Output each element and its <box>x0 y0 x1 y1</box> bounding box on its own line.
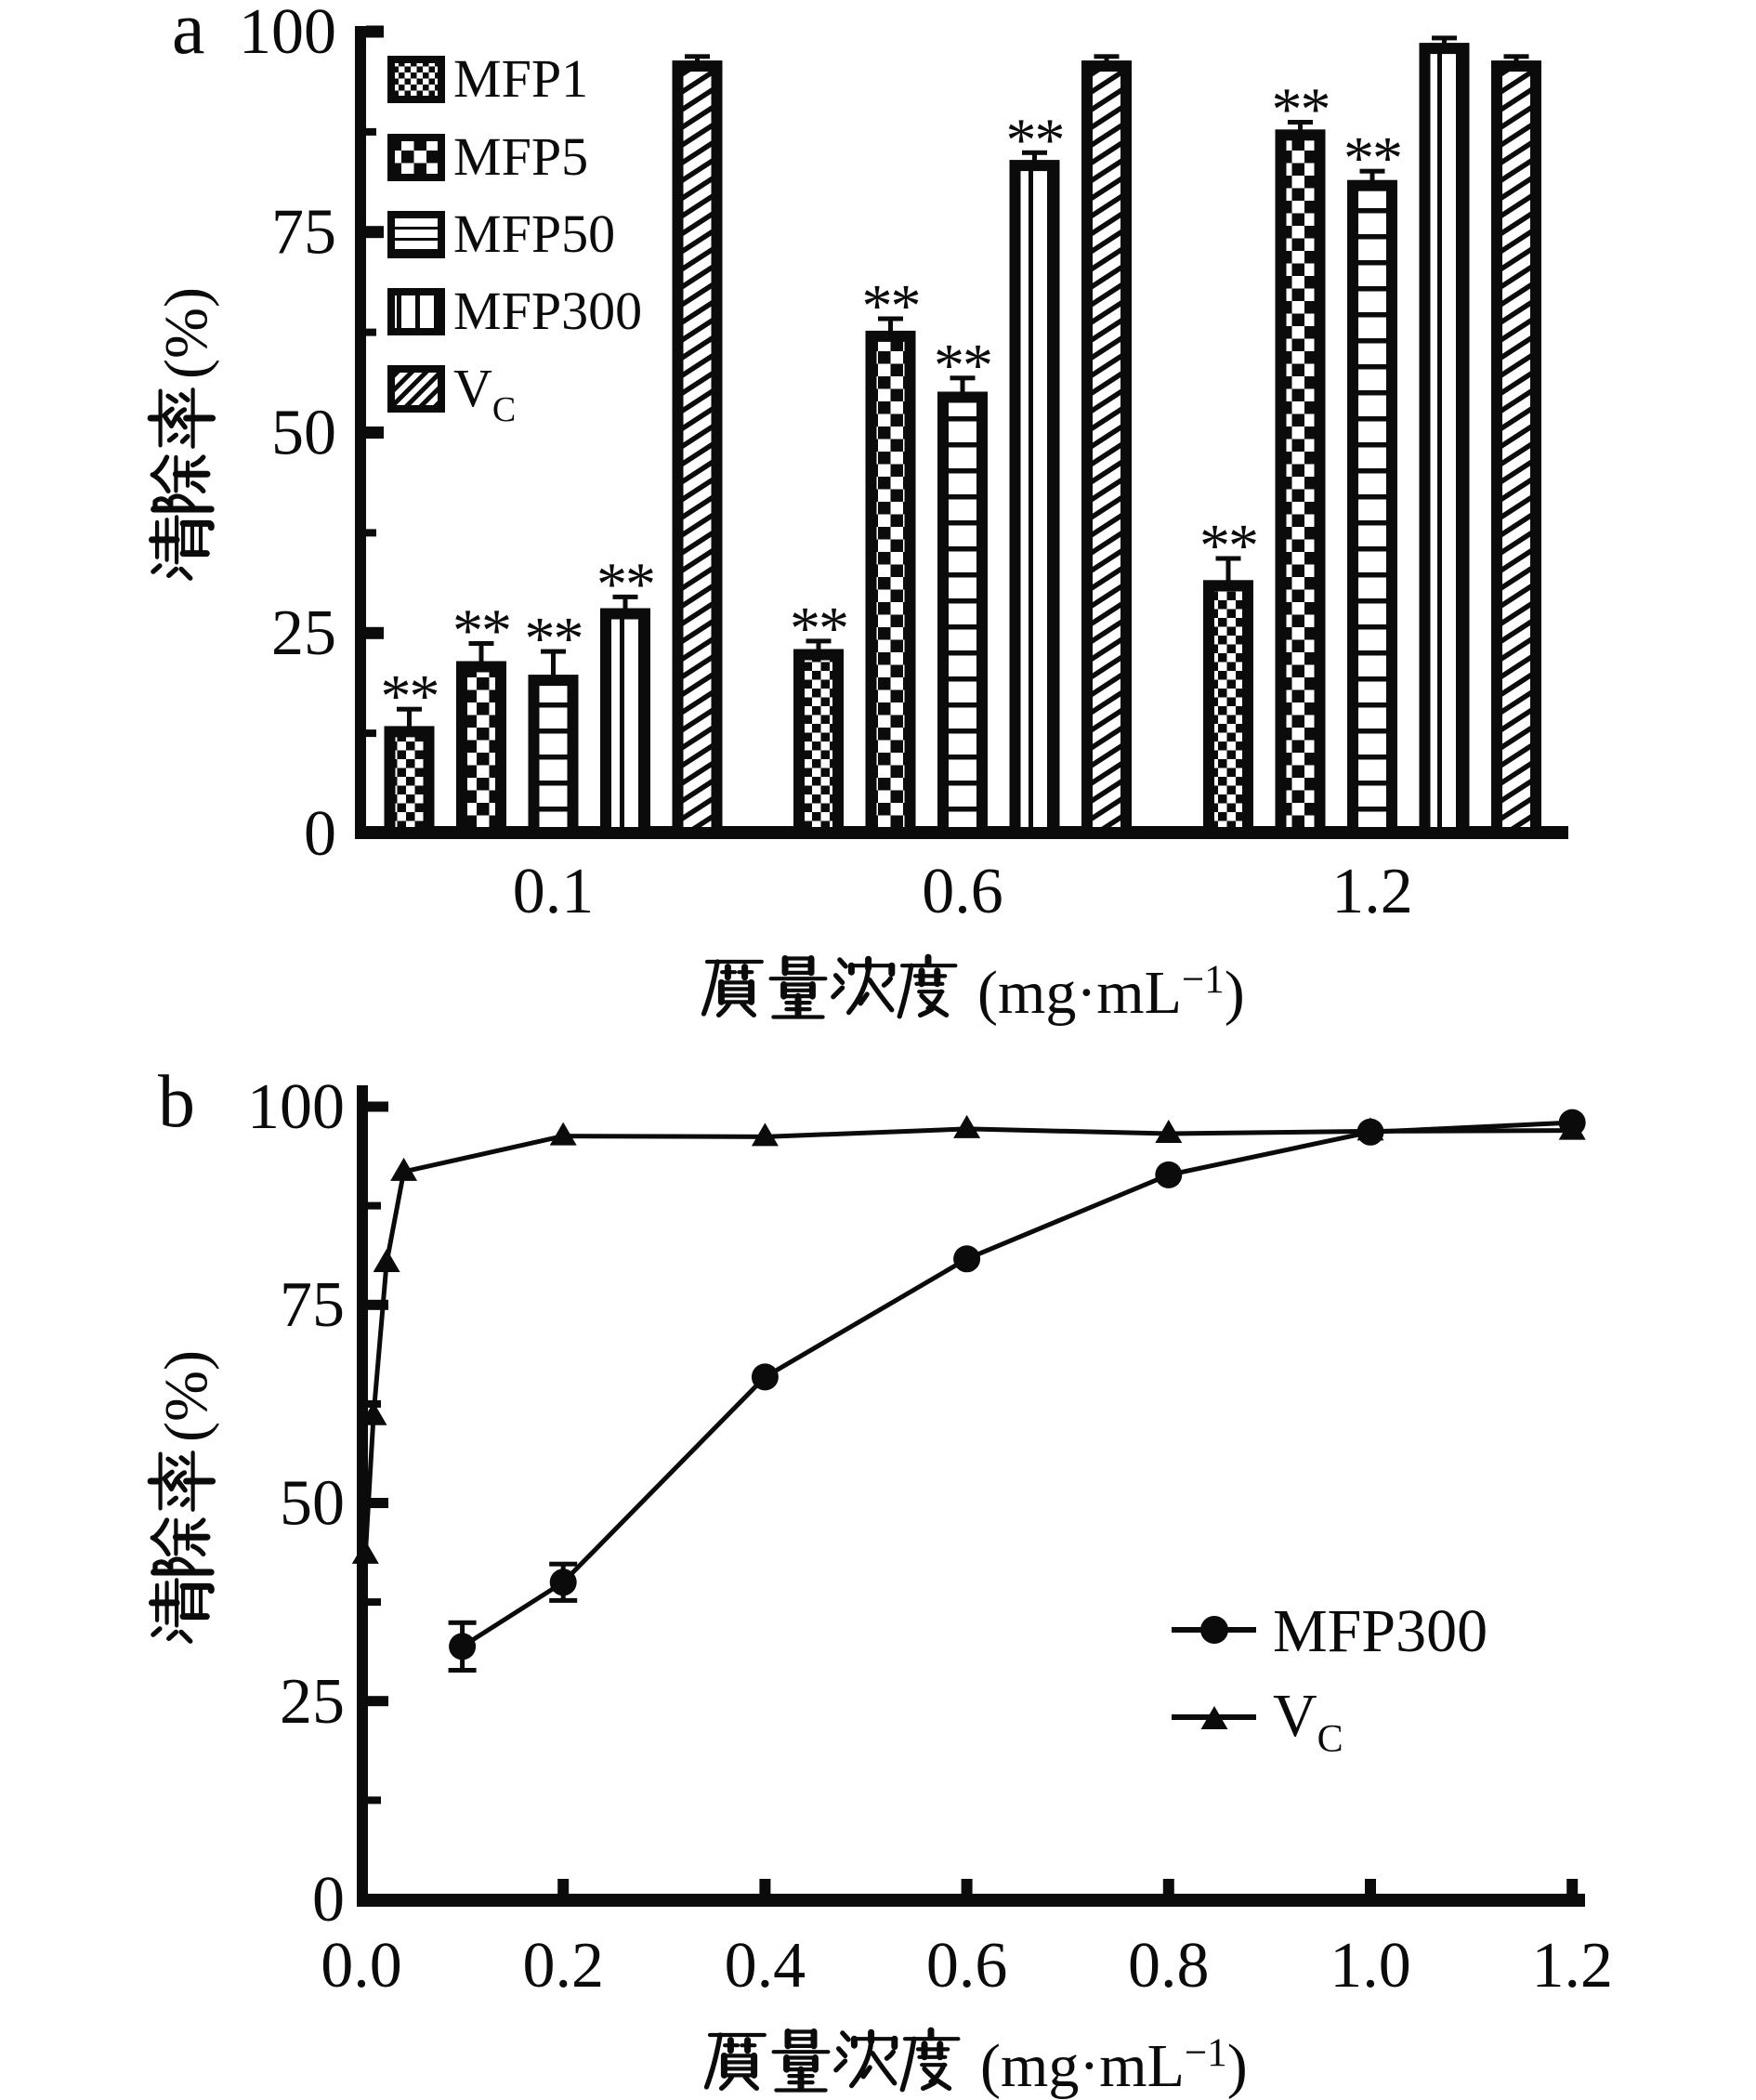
svg-text:**: ** <box>596 550 654 618</box>
svg-text:**: ** <box>934 332 991 400</box>
svg-text:0.0: 0.0 <box>321 1930 402 2002</box>
svg-text:50: 50 <box>271 398 336 469</box>
svg-text:100: 100 <box>239 0 336 68</box>
svg-text:**: ** <box>790 595 847 663</box>
svg-text:1.2: 1.2 <box>1331 856 1413 927</box>
svg-text:**: ** <box>862 272 920 340</box>
svg-text:**: ** <box>1006 106 1064 174</box>
svg-text:0: 0 <box>304 798 336 870</box>
svg-text:25: 25 <box>271 597 336 669</box>
svg-text:25: 25 <box>280 1666 345 1738</box>
svg-text:0.6: 0.6 <box>926 1930 1008 2002</box>
svg-text:100: 100 <box>247 1071 345 1143</box>
svg-text:0: 0 <box>312 1864 345 1936</box>
svg-text:1.2: 1.2 <box>1531 1930 1613 2002</box>
svg-text:VC: VC <box>1273 1682 1343 1761</box>
svg-text:**: ** <box>452 597 510 665</box>
svg-text:75: 75 <box>280 1269 345 1341</box>
svg-text:**: ** <box>1272 76 1330 144</box>
svg-text:MFP300: MFP300 <box>1273 1597 1487 1665</box>
svg-text:50: 50 <box>280 1468 345 1540</box>
svg-text:**: ** <box>381 663 439 730</box>
svg-text:(%): (%) <box>152 287 220 379</box>
svg-text:MFP300: MFP300 <box>453 281 642 341</box>
svg-text:MFP5: MFP5 <box>453 126 588 187</box>
svg-text:**: ** <box>1343 125 1401 192</box>
svg-text:0.6: 0.6 <box>922 856 1003 927</box>
svg-text:0.1: 0.1 <box>513 856 595 927</box>
svg-text:a: a <box>172 0 205 70</box>
svg-text:MFP1: MFP1 <box>453 48 588 109</box>
svg-text:**: ** <box>525 605 583 673</box>
svg-text:75: 75 <box>271 197 336 269</box>
svg-text:MFP50: MFP50 <box>453 203 615 264</box>
svg-text:(%): (%) <box>152 1350 220 1442</box>
svg-text:0.8: 0.8 <box>1128 1930 1210 2002</box>
svg-text:**: ** <box>1199 512 1257 580</box>
svg-text:1.0: 1.0 <box>1330 1930 1411 2002</box>
svg-text:b: b <box>158 1061 195 1143</box>
svg-text:0.4: 0.4 <box>725 1930 806 2002</box>
svg-text:0.2: 0.2 <box>522 1930 604 2002</box>
